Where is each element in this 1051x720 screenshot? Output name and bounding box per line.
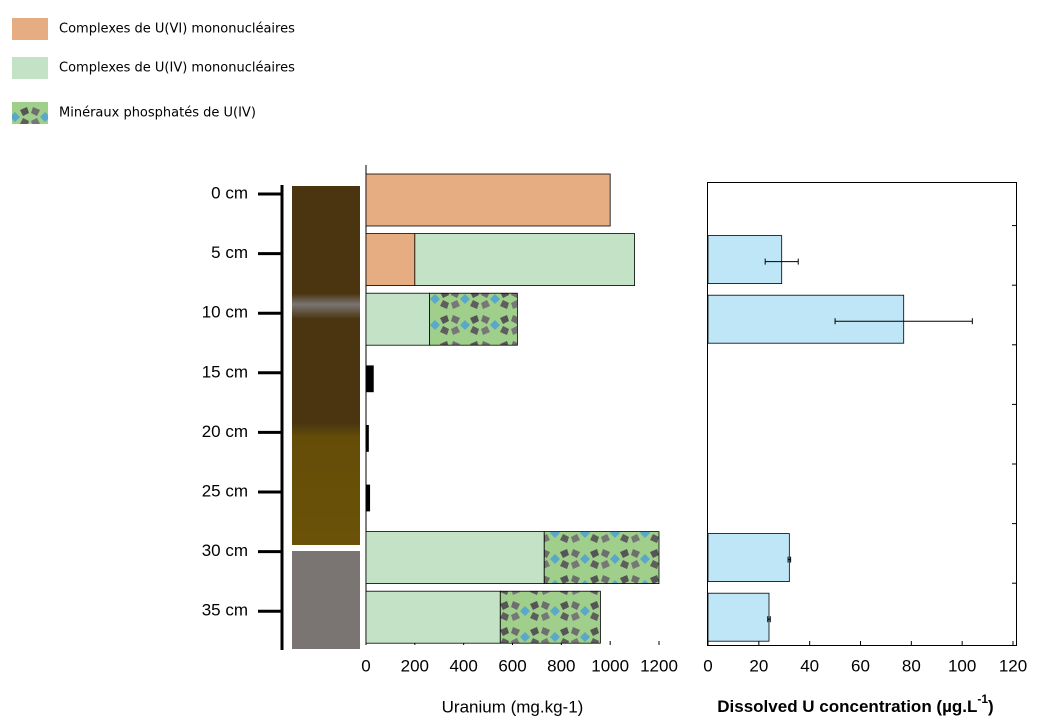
legend-swatch <box>12 18 48 40</box>
legend-swatch <box>12 102 48 124</box>
depth-label: 20 cm <box>202 422 248 441</box>
x-axis-title: Uranium (mg.kg-1) <box>442 697 584 716</box>
x-tick-label: 60 <box>851 656 870 675</box>
x-tick-label: 1200 <box>640 656 678 675</box>
error-bar <box>787 556 792 563</box>
plot-frame <box>707 182 1017 646</box>
x-tick-label: 800 <box>547 656 575 675</box>
x-tick-label: 600 <box>498 656 526 675</box>
depth-label: 0 cm <box>211 183 248 202</box>
depth-label: 10 cm <box>202 303 248 322</box>
bar <box>365 531 545 584</box>
bar <box>543 531 660 584</box>
legend-label: Complexes de U(VI) mononucléaires <box>59 22 295 37</box>
bar <box>707 533 790 582</box>
bar <box>707 235 783 285</box>
depth-label: 15 cm <box>202 362 248 381</box>
bar <box>499 590 601 644</box>
soil-column-base <box>292 551 360 649</box>
x-tick-label: 20 <box>749 656 768 675</box>
x-tick-label: 40 <box>800 656 819 675</box>
bar <box>414 233 635 287</box>
depth-label: 25 cm <box>202 481 248 500</box>
x-tick-label: 80 <box>902 656 921 675</box>
bar <box>365 484 371 512</box>
bar <box>365 424 369 452</box>
x-axis-title: Dissolved U concentration (µg.L-1) <box>717 692 993 716</box>
bar <box>707 592 770 642</box>
legend-label: Complexes de U(IV) mononucléaires <box>59 61 295 76</box>
bar <box>707 294 905 344</box>
x-tick-label: 0 <box>703 656 712 675</box>
error-bar <box>764 258 799 265</box>
bar <box>365 173 611 227</box>
bar <box>365 590 501 644</box>
bar <box>365 292 430 346</box>
x-tick-label: 0 <box>361 656 370 675</box>
depth-label: 35 cm <box>202 601 248 620</box>
x-axis-title-part: Dissolved U concentration (µg.L <box>717 697 977 716</box>
x-axis-title-part: ) <box>988 697 994 716</box>
x-tick-label: 200 <box>401 656 429 675</box>
superscript: -1 <box>977 692 988 706</box>
depth-label: 5 cm <box>211 243 248 262</box>
x-tick-label: 120 <box>999 656 1027 675</box>
x-tick-label: 100 <box>948 656 976 675</box>
legend-label: Minéraux phosphatés de U(IV) <box>59 106 256 121</box>
x-tick-label: 400 <box>449 656 477 675</box>
depth-label: 30 cm <box>202 541 248 560</box>
soil-column <box>292 186 360 545</box>
error-bar <box>767 616 771 623</box>
bar <box>365 365 374 393</box>
bar <box>365 233 416 287</box>
x-tick-label: 1000 <box>591 656 629 675</box>
legend-swatch <box>12 57 48 79</box>
error-bar <box>834 318 973 325</box>
bar <box>429 292 518 346</box>
